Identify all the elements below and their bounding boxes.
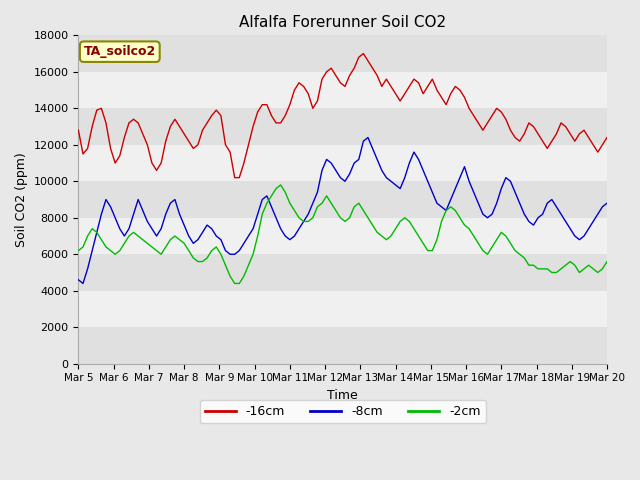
Bar — [79, 36, 607, 72]
Bar — [79, 181, 607, 218]
Title: Alfalfa Forerunner Soil CO2: Alfalfa Forerunner Soil CO2 — [239, 15, 446, 30]
Text: TA_soilco2: TA_soilco2 — [84, 45, 156, 58]
Bar — [79, 291, 607, 327]
Bar — [79, 218, 607, 254]
Bar — [79, 254, 607, 291]
Bar — [79, 72, 607, 108]
Legend: -16cm, -8cm, -2cm: -16cm, -8cm, -2cm — [200, 400, 486, 423]
Bar — [79, 108, 607, 145]
Y-axis label: Soil CO2 (ppm): Soil CO2 (ppm) — [15, 152, 28, 247]
X-axis label: Time: Time — [327, 389, 358, 402]
Bar — [79, 145, 607, 181]
Bar — [79, 327, 607, 364]
